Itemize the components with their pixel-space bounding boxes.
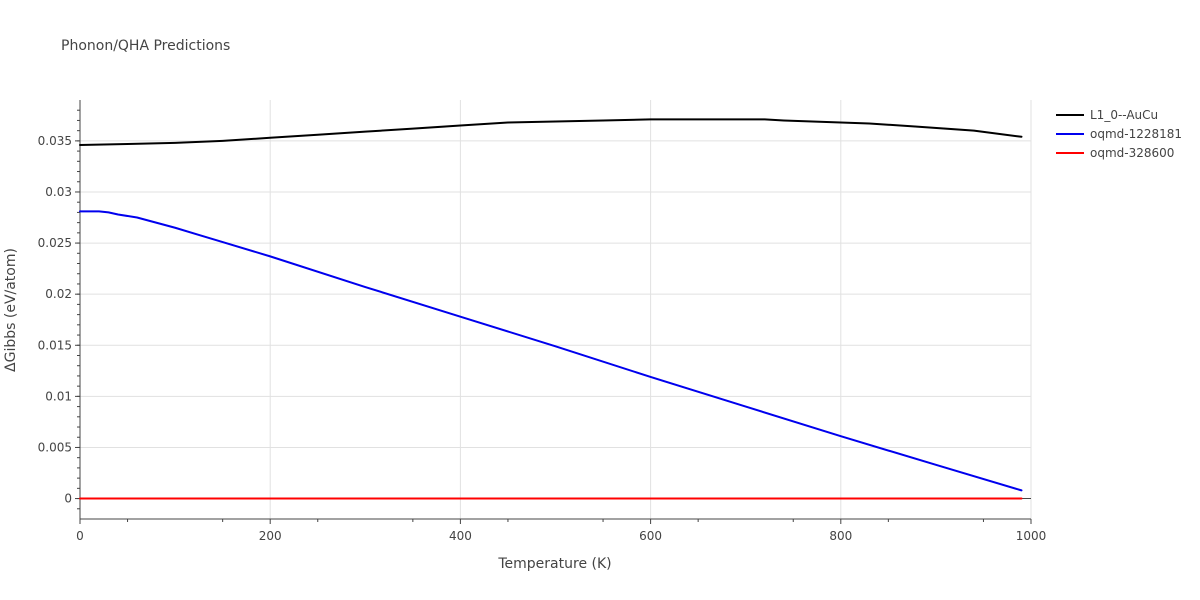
y-tick-label: 0.025: [38, 236, 72, 250]
legend-label: L1_0--AuCu: [1090, 108, 1158, 122]
legend-label: oqmd-1228181: [1090, 127, 1182, 141]
series-group: [79, 118, 1023, 500]
x-tick-label: 600: [639, 529, 662, 543]
y-tick-label: 0.035: [38, 134, 72, 148]
y-tick-label: 0.01: [45, 389, 72, 403]
y-tick-label: 0.015: [38, 338, 72, 352]
y-tick-label: 0.005: [38, 440, 72, 454]
legend-item[interactable]: oqmd-328600: [1056, 146, 1174, 160]
legend-label: oqmd-328600: [1090, 146, 1174, 160]
series-line-l1-0-aucu: [79, 118, 1023, 146]
x-axis-title: Temperature (K): [497, 556, 611, 572]
x-tick-label: 200: [259, 529, 282, 543]
y-axis-title: ΔGibbs (eV/atom): [3, 248, 19, 372]
x-tick-label: 1000: [1016, 529, 1047, 543]
axes: 0 200 400 600 800 1000 0 0.005 0.01 0.015 0.02 0.02…: [38, 100, 1047, 543]
x-tick-label: 0: [76, 529, 84, 543]
grid: [80, 100, 1032, 519]
x-tick-label: 800: [829, 529, 852, 543]
x-tick-label: 400: [449, 529, 472, 543]
legend-item[interactable]: oqmd-1228181: [1056, 127, 1182, 141]
legend[interactable]: L1_0--AuCu oqmd-1228181 oqmd-328600: [1056, 108, 1182, 160]
series-line-oqmd-1228181: [79, 210, 1023, 492]
chart-title: Phonon/QHA Predictions: [61, 38, 230, 54]
legend-item[interactable]: L1_0--AuCu: [1056, 108, 1158, 122]
y-tick-label: 0: [64, 492, 72, 506]
y-tick-label: 0.02: [45, 287, 72, 301]
y-tick-label: 0.03: [45, 185, 72, 199]
